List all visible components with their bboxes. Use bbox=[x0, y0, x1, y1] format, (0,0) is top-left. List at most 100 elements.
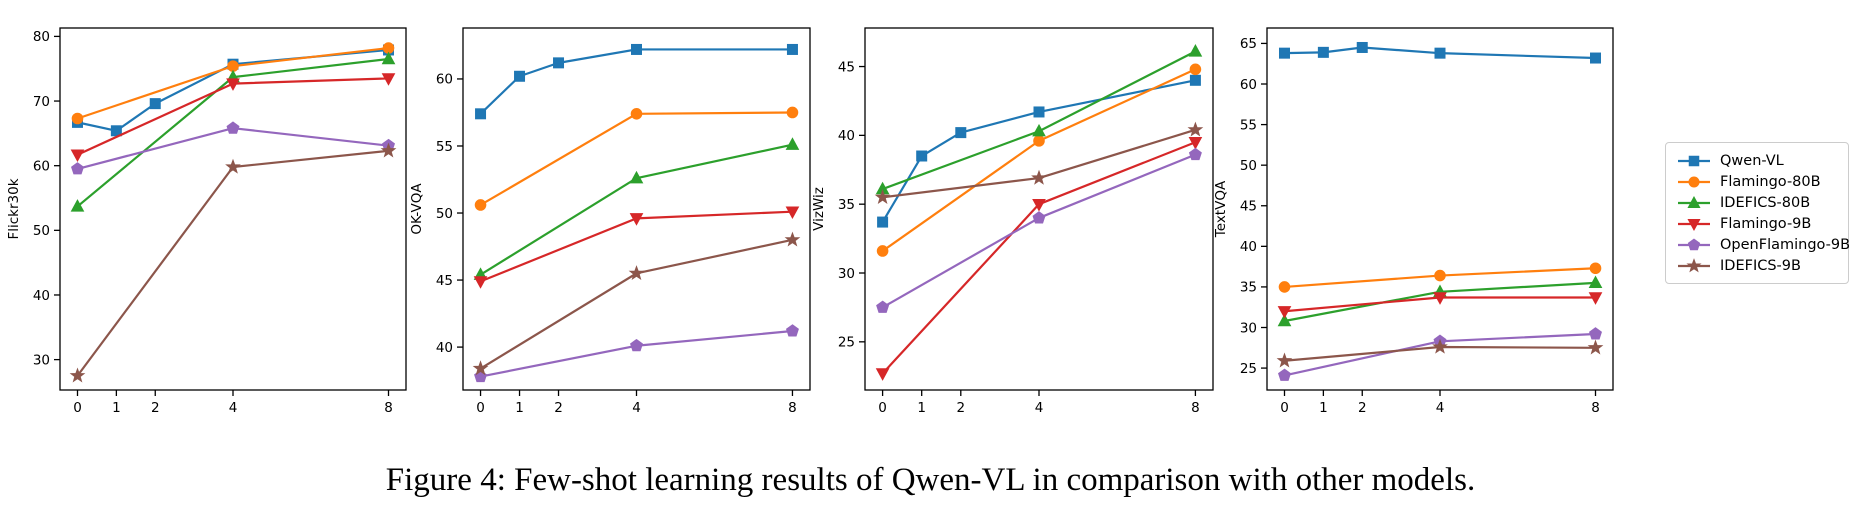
star-marker bbox=[1031, 169, 1047, 185]
legend-label: Flamingo-9B bbox=[1720, 215, 1812, 232]
triangle-down-marker bbox=[785, 206, 800, 220]
triangle-up-marker bbox=[1687, 195, 1701, 208]
flamingo-9b-line-marker-icon bbox=[1678, 218, 1710, 231]
x-tick-label: 2 bbox=[957, 400, 966, 416]
circle-marker bbox=[786, 106, 799, 119]
legend-label: Qwen-VL bbox=[1720, 152, 1784, 169]
y-tick-label: 30 bbox=[33, 352, 50, 368]
x-tick-label: 8 bbox=[788, 400, 797, 416]
series-flamingo-9b bbox=[70, 73, 396, 163]
square-marker bbox=[1317, 46, 1329, 58]
star-marker bbox=[380, 142, 397, 158]
x-tick-label: 1 bbox=[515, 400, 524, 416]
y-tick-label: 50 bbox=[1240, 158, 1257, 174]
series-flamingo-80b bbox=[474, 106, 799, 211]
triangle-up-marker bbox=[381, 51, 396, 65]
circle-marker bbox=[71, 112, 84, 125]
pentagon-marker bbox=[876, 300, 890, 313]
y-tick-label: 65 bbox=[1240, 36, 1257, 52]
series-openflamingo-9b bbox=[71, 121, 395, 175]
square-marker bbox=[955, 127, 967, 139]
square-marker bbox=[1189, 74, 1201, 86]
triangle-down-marker bbox=[1687, 218, 1701, 231]
x-tick-label: 1 bbox=[1319, 400, 1328, 416]
series-flamingo-9b bbox=[875, 137, 1203, 381]
series-qwen-vl bbox=[877, 74, 1201, 228]
series-idefics-80b bbox=[473, 137, 800, 280]
series-openflamingo-9b bbox=[474, 324, 799, 383]
x-tick-label: 0 bbox=[73, 400, 82, 416]
triangle-down-marker bbox=[1188, 137, 1203, 150]
circle-marker bbox=[1589, 262, 1602, 275]
legend-label: IDEFICS-9B bbox=[1720, 257, 1801, 274]
series-flamingo-80b bbox=[71, 42, 395, 125]
series-idefics-9b bbox=[69, 142, 397, 383]
openflamingo-9b-line-marker-icon bbox=[1678, 237, 1710, 250]
y-tick-label: 40 bbox=[33, 288, 50, 304]
star-marker bbox=[1187, 121, 1204, 137]
triangle-down-marker bbox=[1032, 198, 1046, 212]
chart-ok-vqa: 40 45 50 55 60 0 1 2 4 8 OK-VQA bbox=[409, 27, 811, 416]
triangle-down-marker bbox=[875, 368, 890, 381]
circle-marker bbox=[1189, 63, 1202, 76]
y-tick-label: 55 bbox=[1240, 117, 1257, 133]
x-tick-label: 2 bbox=[1358, 400, 1367, 416]
pentagon-marker bbox=[1687, 237, 1701, 250]
series-idefics-80b bbox=[70, 51, 396, 212]
x-tick-label: 4 bbox=[632, 400, 641, 416]
legend-box: Qwen-VL Flamingo-80B IDEFICS-80B Flaming… bbox=[1665, 142, 1851, 284]
pentagon-marker bbox=[630, 338, 643, 352]
series-openflamingo-9b bbox=[1278, 327, 1602, 381]
square-marker bbox=[149, 98, 161, 110]
series-qwen-vl bbox=[1278, 41, 1602, 64]
y-tick-label: 30 bbox=[838, 266, 855, 282]
y-tick-label: 45 bbox=[1240, 199, 1257, 215]
y-tick-label: 80 bbox=[33, 29, 50, 45]
square-marker bbox=[1590, 52, 1602, 64]
star-marker bbox=[1587, 339, 1604, 355]
legend-label: OpenFlamingo-9B bbox=[1720, 236, 1851, 253]
pentagon-marker bbox=[1278, 368, 1291, 381]
y-tick-label: 30 bbox=[1240, 320, 1257, 336]
square-marker bbox=[916, 150, 928, 162]
legend-label: Flamingo-80B bbox=[1720, 173, 1821, 190]
triangle-up-marker bbox=[785, 137, 800, 150]
x-tick-label: 4 bbox=[229, 400, 238, 416]
square-marker bbox=[786, 43, 798, 55]
idefics-80b-line-marker-icon bbox=[1678, 195, 1710, 208]
y-tick-label: 50 bbox=[436, 206, 453, 222]
circle-marker bbox=[474, 199, 487, 211]
series-idefics-9b bbox=[874, 121, 1204, 204]
pentagon-marker bbox=[1032, 211, 1046, 224]
series-line-flamingo-80b bbox=[479, 111, 794, 207]
series-openflamingo-9b bbox=[876, 147, 1202, 313]
circle-marker bbox=[630, 108, 643, 120]
legend-label: IDEFICS-80B bbox=[1720, 194, 1811, 211]
triangle-down-marker bbox=[70, 149, 85, 163]
square-marker bbox=[1033, 106, 1045, 118]
legend-item-flamingo-80b: Flamingo-80B bbox=[1676, 171, 1838, 192]
x-tick-label: 8 bbox=[1191, 400, 1200, 416]
y-tick-label: 55 bbox=[436, 139, 453, 155]
x-tick-label: 4 bbox=[1035, 400, 1044, 416]
square-marker bbox=[1356, 41, 1368, 53]
triangle-up-marker bbox=[1277, 313, 1292, 327]
triangle-up-marker bbox=[1188, 44, 1203, 57]
series-flamingo-80b bbox=[1278, 262, 1602, 293]
series-line-idefics-80b bbox=[881, 50, 1197, 191]
x-tick-label: 4 bbox=[1436, 400, 1445, 416]
series-line-idefics-80b bbox=[479, 143, 794, 276]
triangle-down-marker bbox=[1433, 292, 1447, 305]
triangle-down-marker bbox=[629, 213, 644, 226]
series-line-openflamingo-9b bbox=[479, 329, 794, 378]
circle-marker bbox=[1434, 269, 1446, 282]
star-marker bbox=[225, 158, 241, 174]
y-tick-label: 70 bbox=[33, 94, 50, 110]
star-marker bbox=[472, 360, 489, 376]
star-marker bbox=[69, 367, 86, 383]
square-marker bbox=[475, 108, 487, 120]
series-flamingo-9b bbox=[473, 206, 800, 289]
square-marker bbox=[631, 43, 642, 55]
star-marker bbox=[1432, 338, 1448, 354]
